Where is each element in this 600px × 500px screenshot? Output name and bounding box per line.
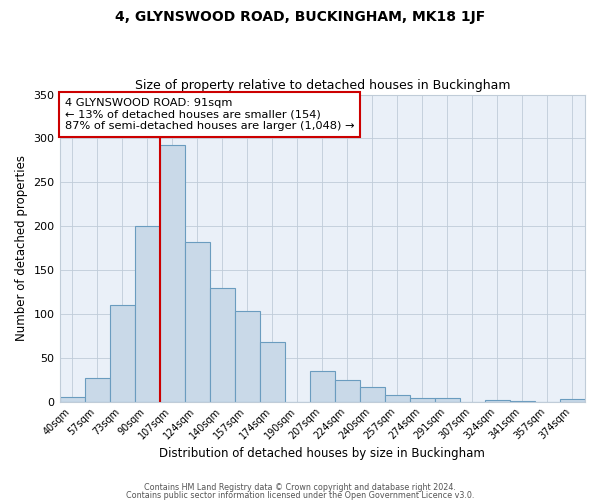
Bar [360,386,385,402]
Bar [260,342,285,402]
Bar [160,144,185,402]
Text: 4 GLYNSWOOD ROAD: 91sqm
← 13% of detached houses are smaller (154)
87% of semi-d: 4 GLYNSWOOD ROAD: 91sqm ← 13% of detache… [65,98,354,131]
Bar [134,226,160,402]
Bar [385,394,410,402]
Text: 4, GLYNSWOOD ROAD, BUCKINGHAM, MK18 1JF: 4, GLYNSWOOD ROAD, BUCKINGHAM, MK18 1JF [115,10,485,24]
Bar [310,371,335,402]
Bar [335,380,360,402]
Bar [510,400,535,402]
Bar [110,305,134,402]
Text: Contains HM Land Registry data © Crown copyright and database right 2024.: Contains HM Land Registry data © Crown c… [144,484,456,492]
Bar [560,399,585,402]
Y-axis label: Number of detached properties: Number of detached properties [15,155,28,341]
Bar [59,397,85,402]
Bar [209,288,235,402]
Bar [485,400,510,402]
X-axis label: Distribution of detached houses by size in Buckingham: Distribution of detached houses by size … [160,447,485,460]
Title: Size of property relative to detached houses in Buckingham: Size of property relative to detached ho… [134,79,510,92]
Bar [435,398,460,402]
Bar [410,398,435,402]
Bar [185,242,209,402]
Text: Contains public sector information licensed under the Open Government Licence v3: Contains public sector information licen… [126,490,474,500]
Bar [235,311,260,402]
Bar [85,378,110,402]
